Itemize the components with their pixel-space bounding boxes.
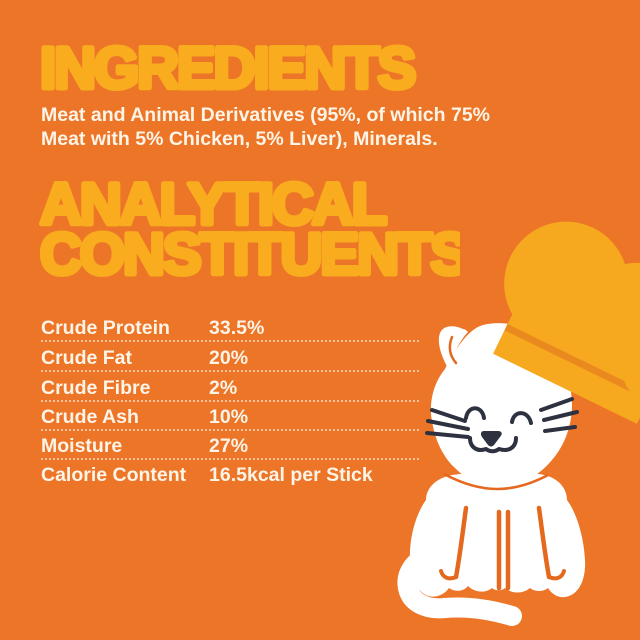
svg-text:INGREDIENTS: INGREDIENTS: [40, 36, 415, 100]
svg-text:CONSTITUENTS: CONSTITUENTS: [40, 222, 460, 287]
